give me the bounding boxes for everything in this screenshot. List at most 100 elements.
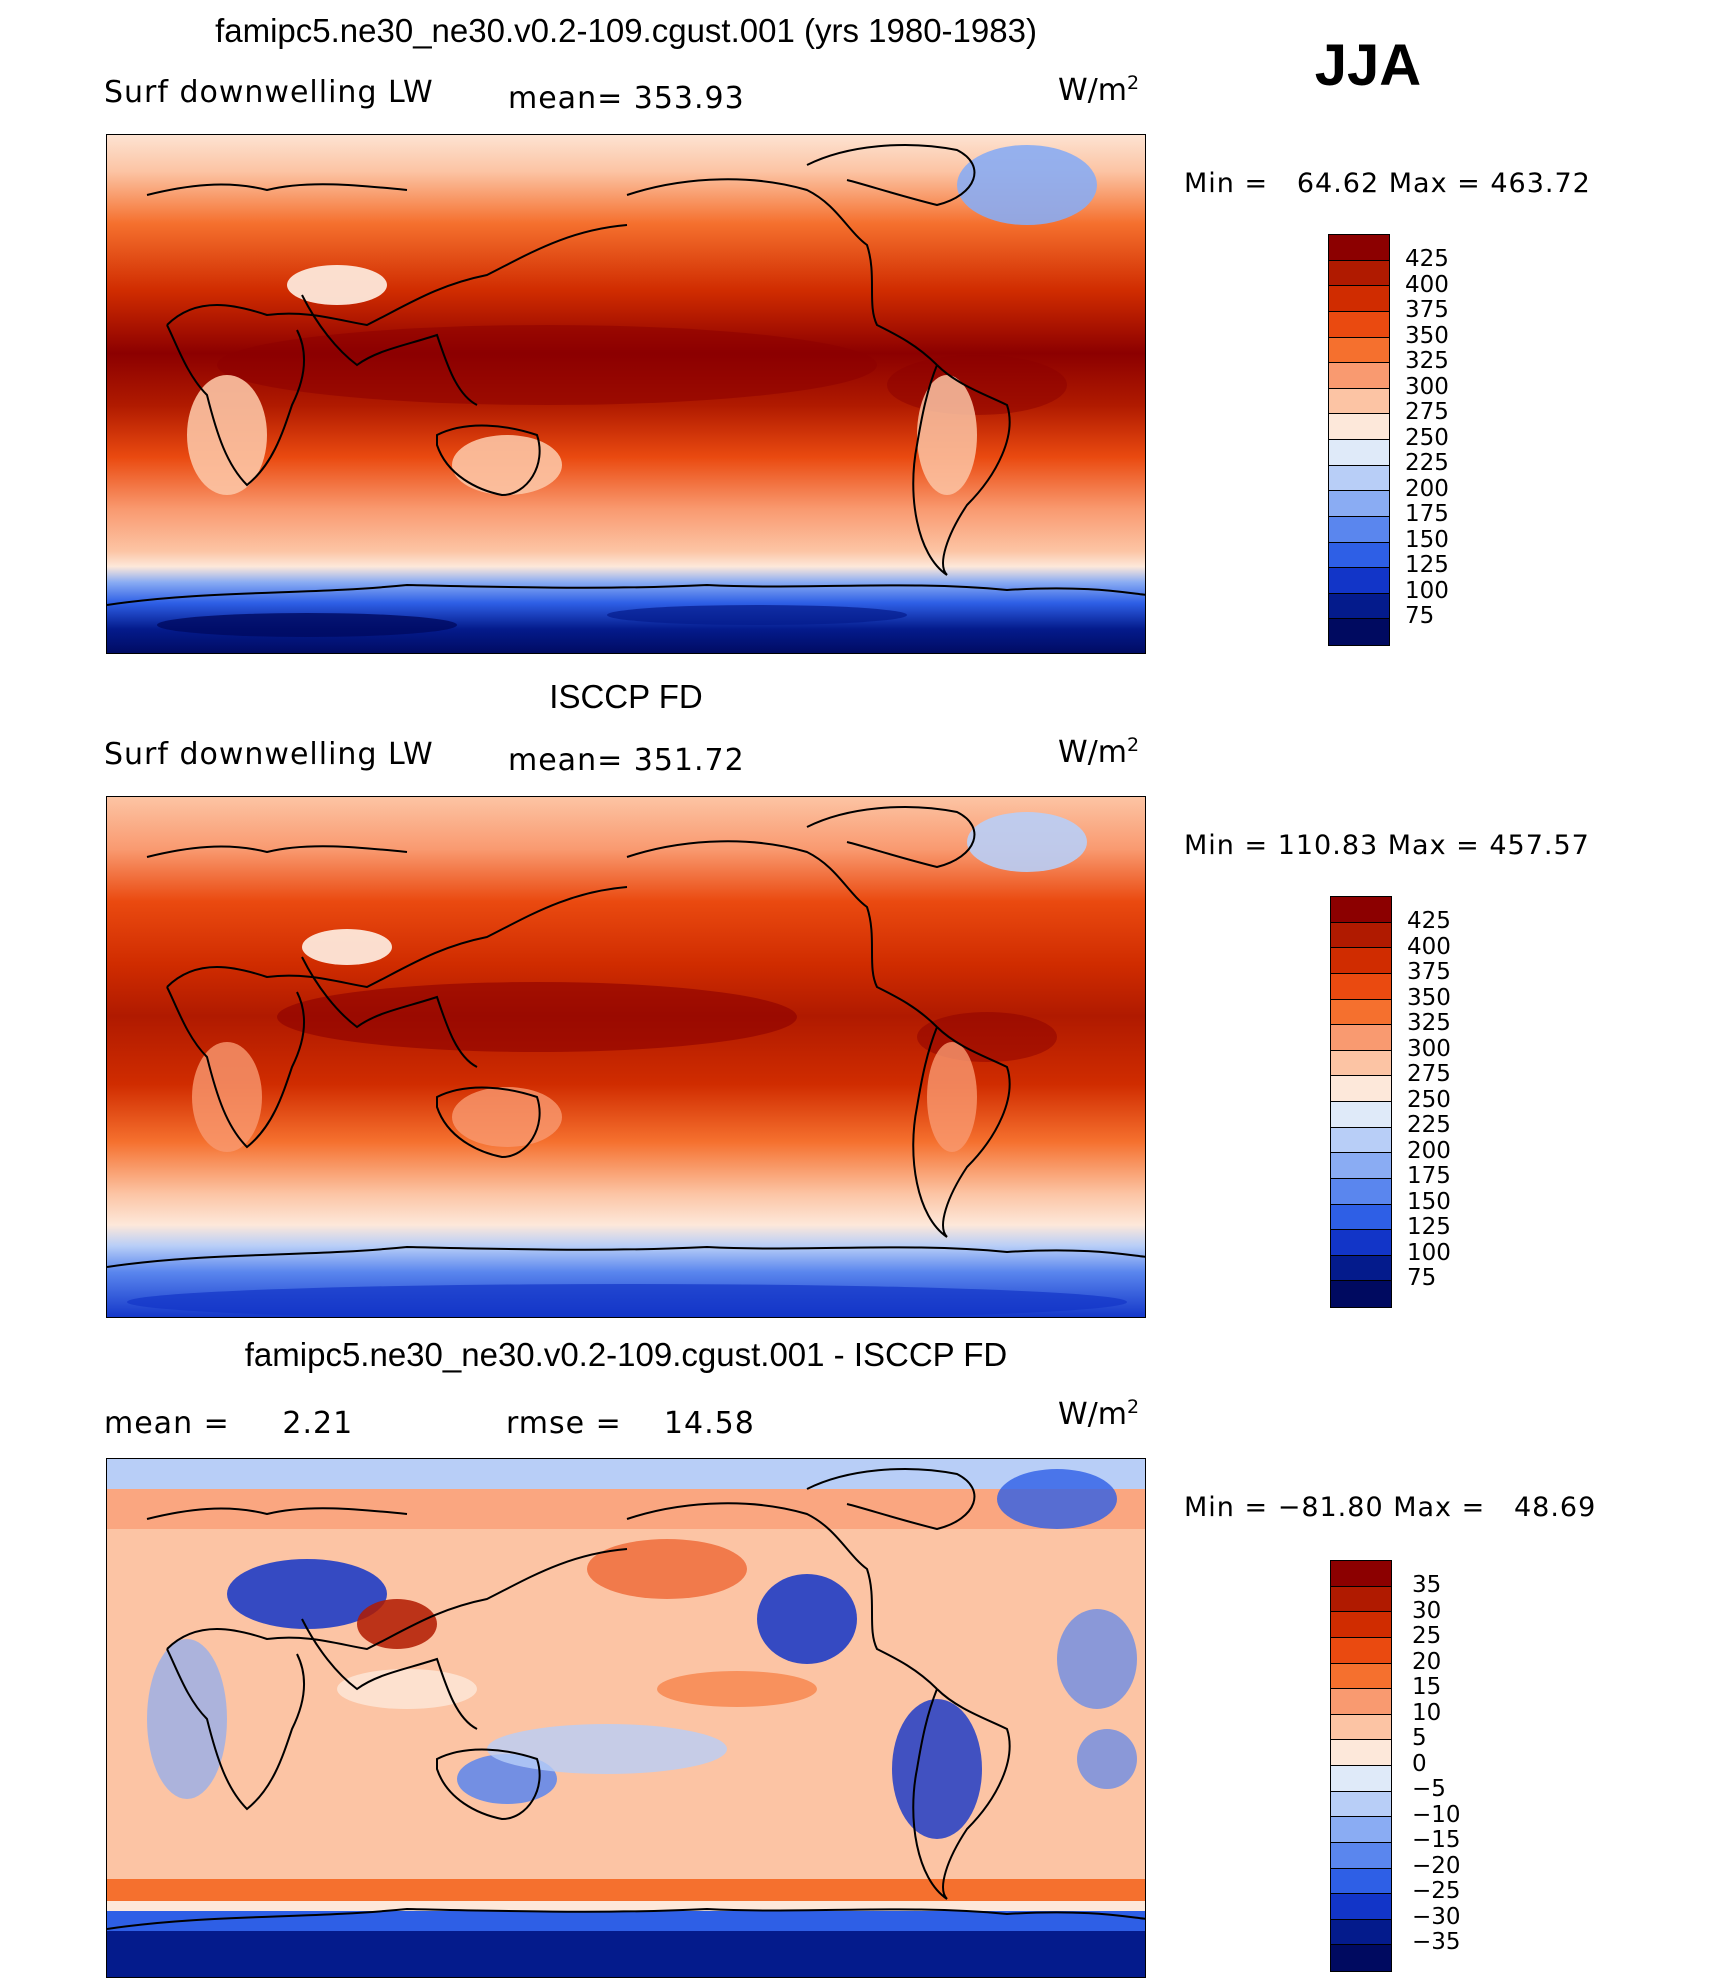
colorbar-tick-label: 35 xyxy=(1412,1572,1442,1598)
panel-1-colorbar-ticks: 425 400 375 350 325 300 275 250 225 200 175 150 125 1… xyxy=(1405,246,1449,630)
colorbar-swatch xyxy=(1331,1612,1391,1638)
panel-2-minmax: Min = 110.83 Max = 457.57 xyxy=(1184,830,1590,861)
colorbar-swatch xyxy=(1331,1894,1391,1920)
colorbar-swatch xyxy=(1329,260,1389,287)
colorbar-tick-label: 400 xyxy=(1405,271,1449,298)
colorbar-swatch xyxy=(1331,1689,1391,1715)
colorbar-tick-label: 400 xyxy=(1407,933,1451,960)
panel-3-title: famipc5.ne30_ne30.v0.2-109.cgust.001 - I… xyxy=(244,1336,1008,1373)
colorbar-tick-label: 0 xyxy=(1412,1750,1427,1777)
colorbar-tick-label: −5 xyxy=(1412,1776,1446,1802)
colorbar-tick-label: 100 xyxy=(1407,1239,1451,1266)
colorbar-swatch xyxy=(1331,1050,1391,1077)
panel-3-map xyxy=(106,1458,1146,1978)
panel-1-map xyxy=(106,134,1146,654)
colorbar-swatch xyxy=(1331,1127,1391,1154)
colorbar-tick-label: 275 xyxy=(1407,1061,1451,1087)
colorbar-tick-label: −25 xyxy=(1412,1878,1461,1904)
colorbar-tick-label: 10 xyxy=(1412,1699,1442,1726)
colorbar-swatch xyxy=(1329,465,1389,492)
colorbar-swatch xyxy=(1329,311,1389,338)
colorbar-tick-label: 75 xyxy=(1407,1265,1437,1291)
colorbar-tick-label: 15 xyxy=(1412,1674,1442,1700)
colorbar-swatch xyxy=(1331,1204,1391,1231)
panel-2-title: ISCCP FD xyxy=(549,678,703,715)
colorbar-swatch xyxy=(1331,897,1391,923)
colorbar-tick-label: 200 xyxy=(1405,475,1449,502)
colorbar-swatch xyxy=(1329,388,1389,415)
colorbar-tick-label: 350 xyxy=(1405,322,1449,349)
colorbar-tick-label: 150 xyxy=(1407,1188,1451,1215)
panel-1-variable-label: Surf downwelling LW xyxy=(104,75,434,110)
colorbar-tick-label: 300 xyxy=(1407,1035,1451,1062)
panel-2-colorbar xyxy=(1330,896,1392,1308)
colorbar-tick-label: 225 xyxy=(1407,1112,1451,1138)
colorbar-swatch xyxy=(1331,1586,1391,1613)
colorbar-swatch xyxy=(1331,1025,1391,1051)
panel-2-mean-label: mean= 351.72 xyxy=(508,743,745,778)
panel-2-map xyxy=(106,796,1146,1318)
colorbar-swatch xyxy=(1329,363,1389,389)
panel-2-variable-label: Surf downwelling LW xyxy=(104,737,434,772)
colorbar-tick-label: 375 xyxy=(1407,959,1451,985)
colorbar-swatch xyxy=(1331,999,1391,1026)
colorbar-swatch xyxy=(1329,593,1389,620)
panel-1-map-svg xyxy=(107,135,1145,653)
colorbar-swatch xyxy=(1331,1817,1391,1843)
colorbar-tick-label: 250 xyxy=(1407,1086,1451,1113)
colorbar-tick-label: 250 xyxy=(1405,424,1449,451)
panel-3-colorbar-ticks: 35 30 25 20 15 10 5 0 −5 −10 −15 −20 −25 −30 −35 xyxy=(1412,1572,1461,1956)
colorbar-swatch xyxy=(1331,1102,1391,1128)
colorbar-tick-label: 350 xyxy=(1407,984,1451,1011)
season-label: JJA xyxy=(1314,33,1422,98)
colorbar-swatch xyxy=(1331,1868,1391,1895)
colorbar-swatch xyxy=(1329,286,1389,312)
colorbar-swatch xyxy=(1329,516,1389,543)
colorbar-tick-label: 30 xyxy=(1412,1597,1442,1624)
colorbar-swatch xyxy=(1329,337,1389,364)
colorbar-tick-label: −10 xyxy=(1412,1801,1461,1828)
colorbar-swatch xyxy=(1331,1945,1391,1971)
colorbar-swatch xyxy=(1329,542,1389,569)
panel-1-title: famipc5.ne30_ne30.v0.2-109.cgust.001 (yr… xyxy=(215,12,1037,49)
colorbar-tick-label: 325 xyxy=(1407,1010,1451,1036)
panel-3-minmax: Min = −81.80 Max = 48.69 xyxy=(1184,1492,1597,1523)
colorbar-tick-label: 175 xyxy=(1407,1163,1451,1189)
colorbar-tick-label: 275 xyxy=(1405,399,1449,425)
panel-1-mean-label: mean= 353.93 xyxy=(508,81,745,116)
colorbar-tick-label: 150 xyxy=(1405,526,1449,553)
colorbar-swatch xyxy=(1329,235,1389,261)
colorbar-tick-label: 100 xyxy=(1405,577,1449,604)
colorbar-swatch xyxy=(1331,1561,1391,1587)
colorbar-tick-label: 300 xyxy=(1405,373,1449,400)
colorbar-tick-label: 175 xyxy=(1405,501,1449,527)
colorbar-swatch xyxy=(1329,440,1389,466)
colorbar-swatch xyxy=(1331,1153,1391,1179)
panel-2-map-svg xyxy=(107,797,1145,1317)
colorbar-swatch xyxy=(1331,1791,1391,1818)
colorbar-tick-label: 225 xyxy=(1405,450,1449,476)
panel-3-rmse-label: rmse = 14.58 xyxy=(506,1406,755,1441)
colorbar-swatch xyxy=(1329,619,1389,645)
colorbar-swatch xyxy=(1331,1663,1391,1690)
colorbar-swatch xyxy=(1331,948,1391,974)
colorbar-swatch xyxy=(1329,568,1389,594)
panel-2-units: W/m2 xyxy=(1058,734,1140,770)
colorbar-swatch xyxy=(1331,1076,1391,1102)
panel-1-minmax: Min = 64.62 Max = 463.72 xyxy=(1184,168,1591,199)
colorbar-swatch xyxy=(1331,1255,1391,1282)
colorbar-swatch xyxy=(1331,1178,1391,1205)
colorbar-tick-label: 325 xyxy=(1405,348,1449,374)
colorbar-tick-label: −35 xyxy=(1412,1929,1461,1955)
colorbar-tick-label: 425 xyxy=(1407,908,1451,934)
colorbar-tick-label: 125 xyxy=(1405,552,1449,578)
colorbar-swatch xyxy=(1331,1281,1391,1307)
panel-1-units: W/m2 xyxy=(1058,72,1140,108)
colorbar-swatch xyxy=(1331,1919,1391,1946)
colorbar-tick-label: 125 xyxy=(1407,1214,1451,1240)
colorbar-tick-label: −20 xyxy=(1412,1852,1461,1879)
colorbar-swatch xyxy=(1331,1230,1391,1256)
panel-2-colorbar-ticks: 425 400 375 350 325 300 275 250 225 200 175 150 125 1… xyxy=(1407,908,1451,1292)
panel-1-colorbar xyxy=(1328,234,1390,646)
colorbar-swatch xyxy=(1331,973,1391,1000)
